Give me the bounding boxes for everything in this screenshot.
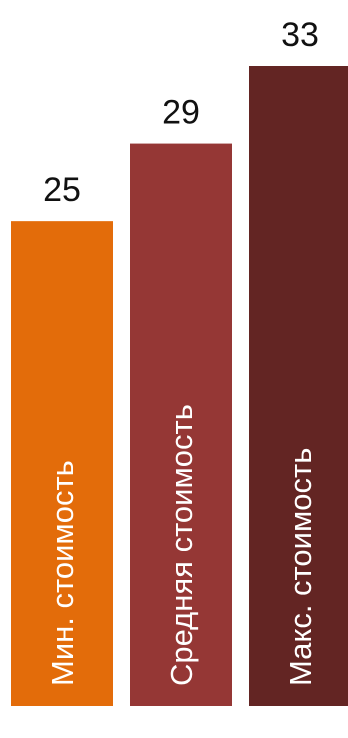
bar-3 (249, 66, 348, 706)
data-label-3: 33 (281, 16, 319, 54)
bar-1 (11, 221, 113, 706)
category-label-2: Средняя стоимость (164, 404, 199, 686)
category-label-1: Мин. стоимость (45, 460, 80, 686)
bar-2 (130, 143, 232, 707)
bars-layer (11, 66, 348, 707)
data-label-1: 25 (43, 171, 81, 209)
labels-layer: 25 Мин. стоимость 29 Средняя стоимость 33 Мак… (43, 16, 319, 686)
data-label-2: 29 (162, 94, 200, 132)
category-label-3: Макс. стоимость (283, 448, 318, 686)
